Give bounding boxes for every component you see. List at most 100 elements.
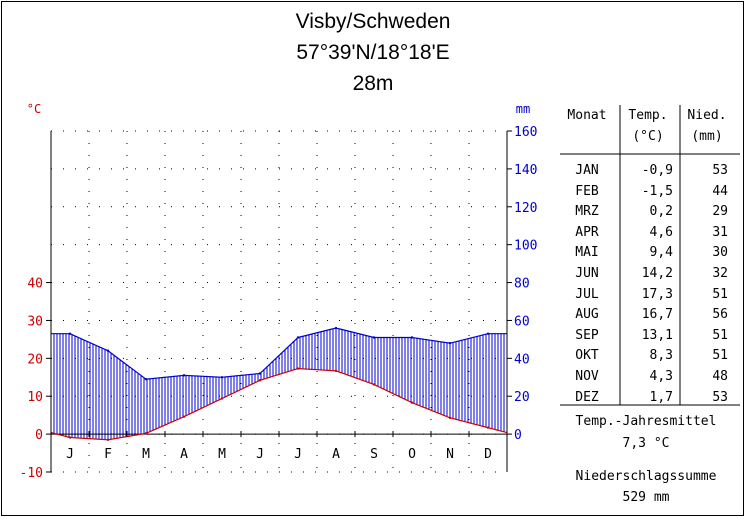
month-label: J: [256, 447, 264, 462]
table-cell-temp: 13,1: [641, 327, 673, 343]
table-cell-month: APR: [575, 224, 599, 240]
right-tick-label: 120: [514, 201, 537, 216]
right-tick-label: 40: [514, 352, 530, 367]
table-cell-month: DEZ: [575, 389, 599, 405]
table-cell-prec: 32: [712, 266, 728, 281]
table-cell-prec: 48: [712, 369, 728, 384]
temperature-point: [372, 383, 376, 386]
table-row: APR 4,6 31: [556, 223, 736, 243]
header-temp-line1: Temp.: [628, 108, 668, 123]
annual-prec-label: Niederschlagssumme: [575, 469, 717, 484]
right-axis-unit: mm: [516, 102, 530, 116]
temperature-point: [220, 397, 224, 400]
temperature-point: [296, 367, 300, 370]
right-tick-label: 80: [514, 277, 530, 292]
month-label: M: [218, 447, 226, 462]
month-label: S: [370, 447, 378, 462]
table-row: DEZ 1,7 53: [556, 388, 736, 408]
table-cell-prec: 44: [712, 183, 728, 199]
precipitation-point: [486, 332, 490, 335]
table-cell-month: FEB: [575, 183, 599, 199]
table-row: MRZ 0,2 29: [556, 202, 736, 222]
table-cell-temp: 4,6: [649, 224, 673, 240]
left-tick-label: 30: [27, 314, 43, 329]
station-title: Visby/Schweden: [295, 10, 451, 33]
precipitation-point: [144, 377, 148, 381]
precipitation-point: [334, 326, 338, 330]
table-cell-month: NOV: [575, 369, 599, 384]
table-cell-month: OKT: [575, 348, 599, 364]
table-row: FEB -1,5 44: [556, 182, 736, 202]
table-cell-temp: 8,3: [649, 348, 673, 364]
month-label: J: [294, 447, 302, 462]
precipitation-point: [182, 374, 186, 377]
month-label: O: [408, 447, 416, 462]
table-cell-temp: 16,7: [641, 307, 673, 323]
table-cell-temp: 9,4: [649, 245, 673, 261]
right-tick-label: 20: [514, 390, 530, 405]
table-row: OKT 8,3 51: [556, 346, 736, 366]
month-label: A: [180, 447, 188, 462]
month-label: F: [104, 447, 112, 462]
temperature-point: [334, 369, 338, 373]
precipitation-point: [372, 336, 376, 339]
table-cell-prec: 53: [712, 389, 728, 405]
left-tick-label: -10: [20, 466, 43, 481]
left-tick-label: 0: [35, 428, 43, 443]
annual-temp-label: Temp.-Jahresmittel: [575, 414, 717, 429]
precipitation-point: [106, 349, 110, 352]
temperature-curve: [50, 367, 508, 441]
table-cell-prec: 29: [712, 204, 728, 220]
right-tick-label: 160: [514, 125, 537, 140]
table-row: SEP 13,1 51: [556, 326, 736, 346]
temperature-point: [106, 438, 110, 441]
month-label: J: [66, 447, 74, 462]
right-tick-label: 60: [514, 314, 530, 329]
table-cell-prec: 30: [712, 245, 728, 261]
table-cell-temp: -1,5: [641, 183, 673, 199]
month-label: M: [142, 447, 150, 462]
header-prec-line1: Nied.: [687, 108, 727, 123]
table-row: JUN 14,2 32: [556, 264, 736, 284]
table-cell-temp: -0,9: [641, 163, 673, 178]
right-tick-label: 0: [514, 428, 522, 443]
table-cell-prec: 51: [712, 327, 728, 343]
precipitation-point: [448, 341, 452, 345]
table-cell-temp: 17,3: [641, 286, 673, 302]
precipitation-point: [258, 372, 262, 375]
header-month: Monat: [567, 108, 607, 123]
table-cell-month: JUL: [575, 286, 599, 302]
precipitation-point: [296, 336, 300, 339]
table-row: AUG 16,7 56: [556, 305, 736, 325]
right-tick-label: 140: [514, 163, 537, 178]
left-axis-unit: °C: [27, 102, 41, 116]
table-cell-prec: 51: [712, 286, 728, 302]
table-cell-prec: 53: [712, 163, 728, 178]
table-row: JAN -0,9 53: [556, 161, 736, 181]
left-tick-label: 40: [27, 277, 43, 292]
month-label: D: [484, 447, 492, 462]
precipitation-point: [220, 376, 224, 379]
header-prec-line2: (mm): [691, 129, 723, 144]
table-cell-temp: 1,7: [649, 389, 673, 405]
header-prec: Nied. (mm): [678, 105, 736, 147]
table-cell-month: MAI: [575, 245, 599, 261]
header-temp-line2: (°C): [632, 129, 664, 144]
table-cell-prec: 31: [712, 224, 728, 240]
right-tick-label: 100: [514, 239, 537, 254]
temperature-point: [68, 436, 72, 439]
table-cell-month: JAN: [575, 163, 599, 178]
table-cell-prec: 51: [712, 348, 728, 364]
temperature-point: [182, 415, 186, 418]
temperature-point: [410, 401, 414, 404]
station-elevation: 28m: [352, 72, 394, 95]
precipitation-curve: [51, 327, 507, 380]
annual-temp-value: 7,3 °C: [622, 436, 670, 451]
annual-prec-value: 529 mm: [622, 490, 670, 505]
temperature-point: [144, 432, 148, 435]
precipitation-point: [68, 332, 72, 335]
header-temp: Temp. (°C): [618, 105, 678, 147]
table-cell-month: JUN: [575, 266, 599, 281]
temperature-point: [448, 416, 452, 420]
